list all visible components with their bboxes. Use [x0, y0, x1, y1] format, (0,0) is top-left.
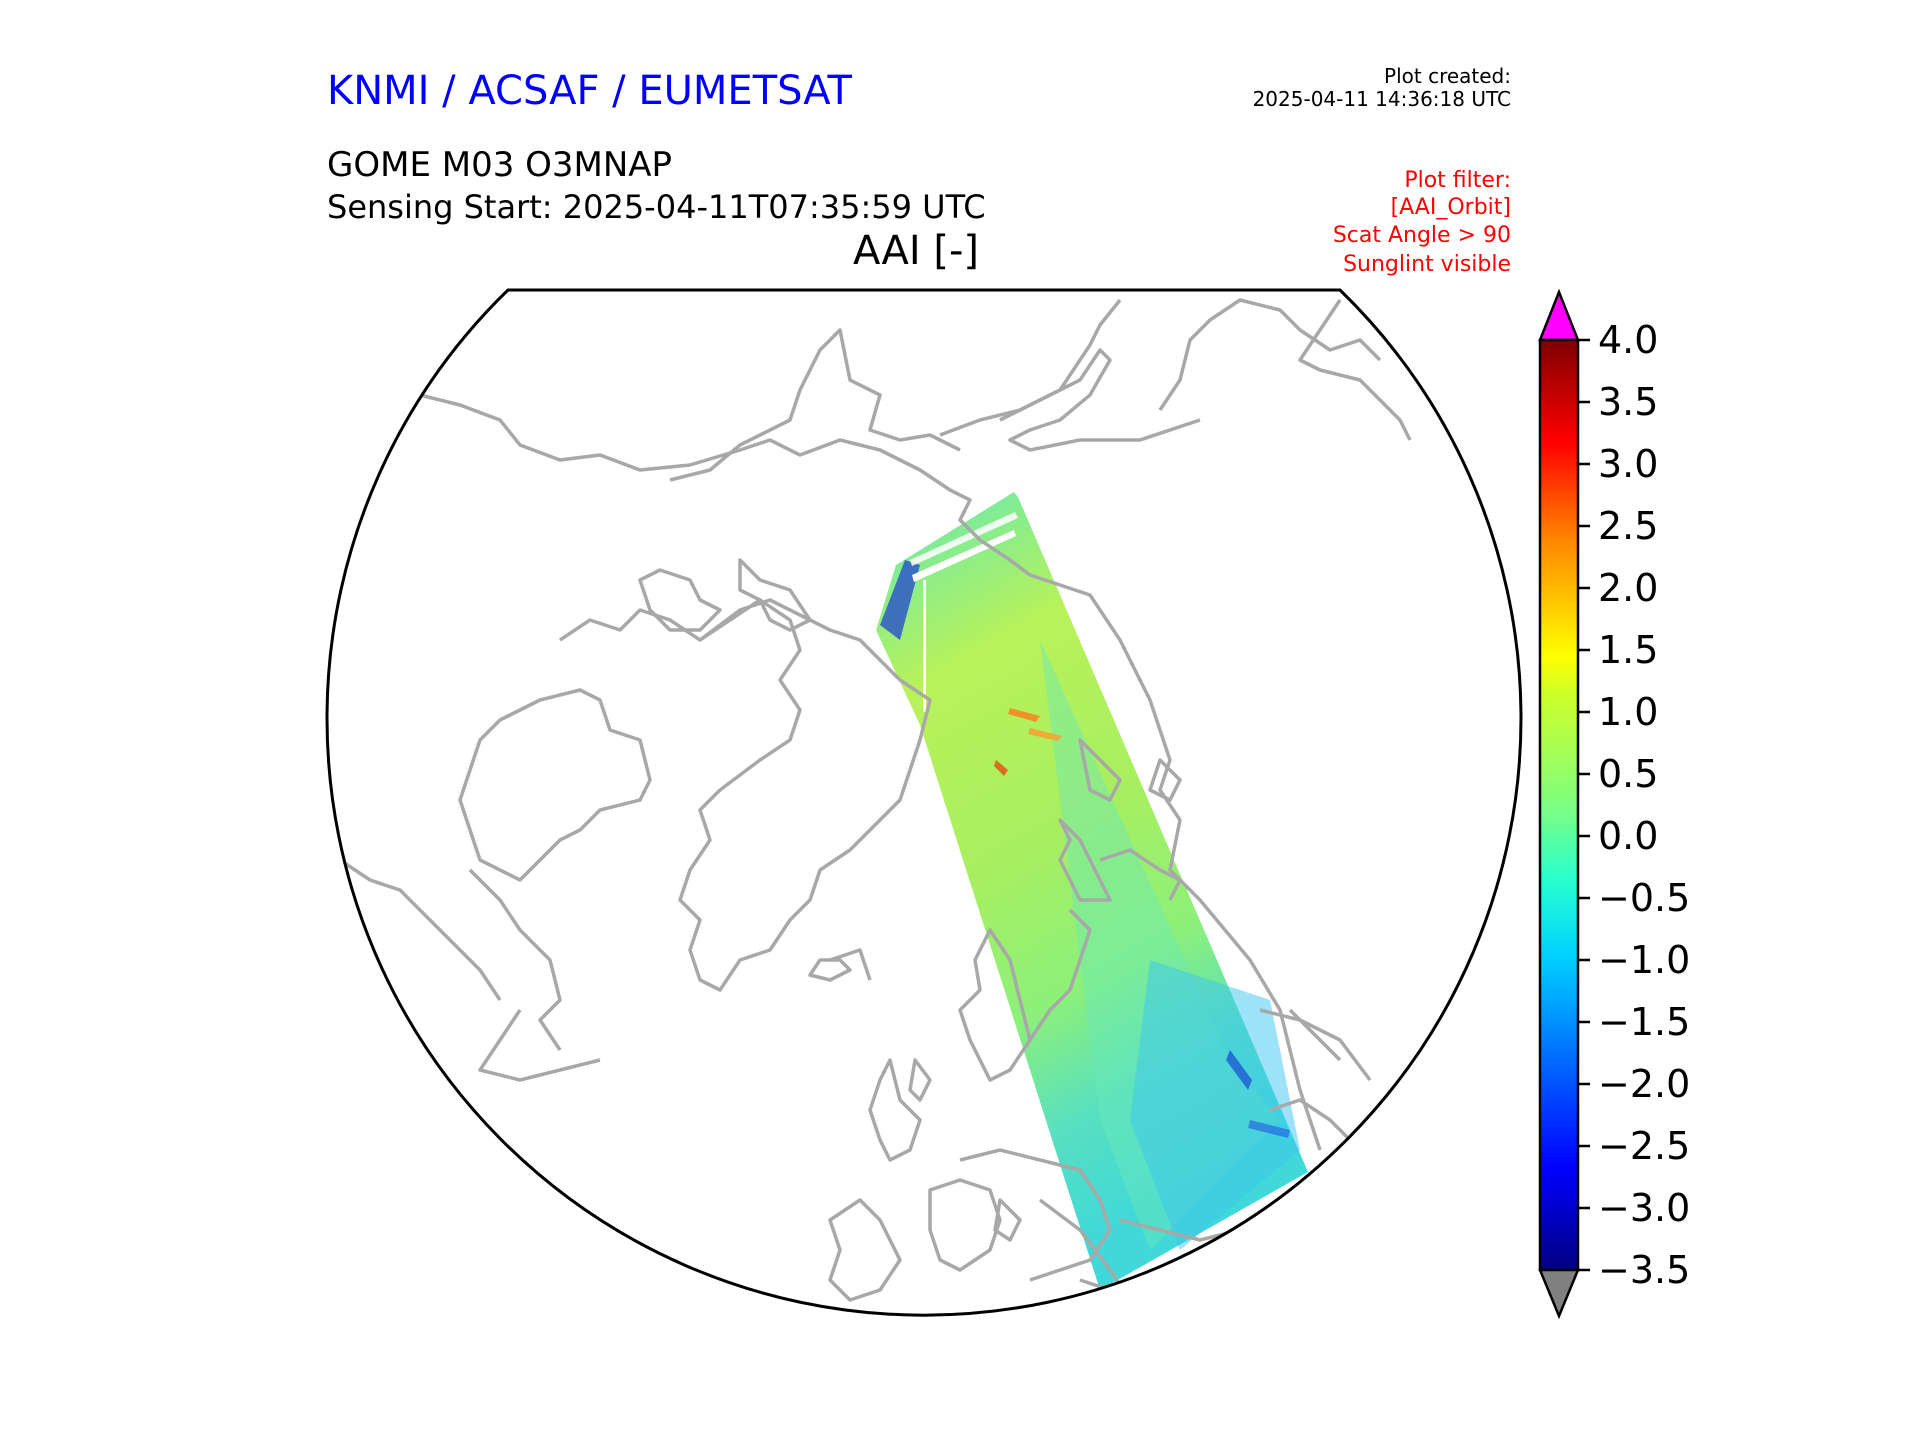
plot-filter-scat-angle: Scat Angle > 90 — [1332, 223, 1511, 248]
colorbar: 4.0 3.5 3.0 2.5 2.0 1.5 1.0 0.5 0.0 −0.5 −1.0 −1.5 −… — [1538, 288, 1690, 1320]
map-boundary — [325, 288, 1523, 1317]
colorbar-tick-label: 3.5 — [1598, 380, 1658, 424]
colorbar-tick-label: 2.0 — [1598, 566, 1658, 610]
plot-created-label: Plot created: — [1384, 64, 1511, 88]
colorbar-ticks — [1578, 338, 1590, 1272]
colorbar-labels: 4.0 3.5 3.0 2.5 2.0 1.5 1.0 0.5 0.0 −0.5 −1.0 −1.5 −… — [1598, 318, 1690, 1292]
colorbar-tick-label: −3.5 — [1598, 1248, 1690, 1292]
colorbar-tick-label: 4.0 — [1598, 318, 1658, 362]
plot-filter-orbit: [AAI_Orbit] — [1390, 195, 1511, 220]
colorbar-tick-label: −0.5 — [1598, 876, 1690, 920]
colorbar-tick-label: 0.0 — [1598, 814, 1658, 858]
colorbar-tick-label: −2.5 — [1598, 1124, 1690, 1168]
colorbar-tick-label: 1.0 — [1598, 690, 1658, 734]
parameter-title: AAI [-] — [853, 228, 979, 274]
colorbar-tick-label: −3.0 — [1598, 1186, 1690, 1230]
plot-filter-label: Plot filter: — [1404, 168, 1511, 193]
colorbar-tick-label: 0.5 — [1598, 752, 1658, 796]
colorbar-tick-label: 2.5 — [1598, 504, 1658, 548]
plot-created-timestamp: 2025-04-11 14:36:18 UTC — [1252, 87, 1511, 111]
colorbar-tick-label: −2.0 — [1598, 1062, 1690, 1106]
colorbar-tick-label: −1.5 — [1598, 1000, 1690, 1044]
coastlines — [339, 298, 1412, 1312]
colorbar-tick-label: 3.0 — [1598, 442, 1658, 486]
colorbar-gradient — [1538, 338, 1580, 1272]
sensing-start-time: Sensing Start: 2025-04-11T07:35:59 UTC — [327, 188, 986, 226]
aai-swath — [876, 492, 1308, 1290]
plot-filter-sunglint: Sunglint visible — [1343, 252, 1511, 277]
colorbar-tick-label: −1.0 — [1598, 938, 1690, 982]
organization-title: KNMI / ACSAF / EUMETSAT — [327, 68, 852, 114]
colorbar-under-triangle — [1538, 1268, 1580, 1320]
colorbar-over-triangle — [1538, 288, 1580, 342]
colorbar-tick-label: 1.5 — [1598, 628, 1658, 672]
instrument-product-title: GOME M03 O3MNAP — [327, 145, 673, 185]
